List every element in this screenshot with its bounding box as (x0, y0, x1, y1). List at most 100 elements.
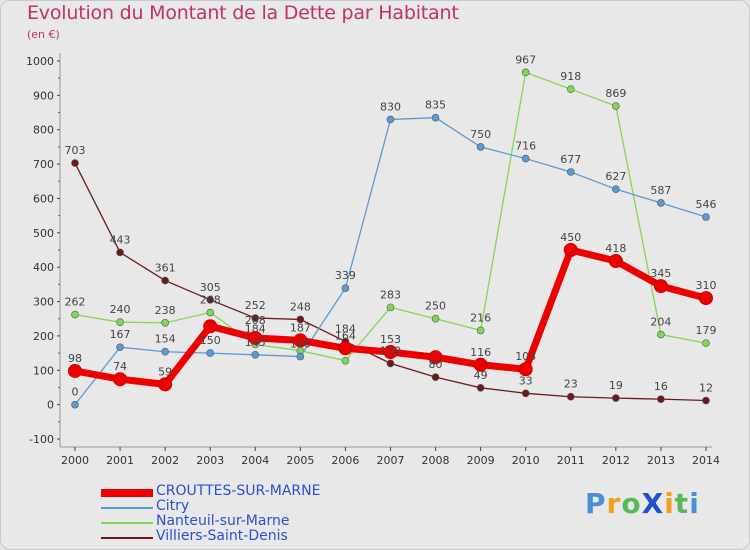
data-label-1: 587 (650, 184, 671, 197)
data-point-2 (431, 314, 440, 323)
y-tick-label: 900 (33, 89, 54, 102)
data-point-0 (698, 291, 713, 306)
data-label-3: 33 (519, 374, 533, 387)
y-tick-label: 300 (33, 296, 54, 309)
x-tick-label: 2006 (331, 454, 359, 467)
data-point-3 (657, 395, 665, 403)
data-point-1 (341, 284, 350, 292)
chart-title: Evolution du Montant de la Dette par Hab… (27, 2, 459, 24)
data-point-0 (203, 319, 218, 334)
data-label-2: 268 (200, 294, 221, 307)
data-point-0 (113, 372, 128, 387)
data-label-0: 59 (158, 365, 172, 378)
legend-label-series-0: CROUTTES-SUR-MARNE (156, 483, 321, 499)
y-tick-label: 800 (33, 124, 54, 137)
data-label-2: 250 (425, 300, 446, 313)
data-point-0 (518, 362, 533, 377)
data-label-1: 167 (110, 328, 131, 341)
data-point-1 (521, 154, 530, 163)
logo-letter: i (664, 487, 675, 520)
data-label-2: 283 (380, 288, 401, 301)
logo-letter: P (585, 487, 607, 520)
data-label-3: 80 (429, 358, 443, 371)
data-label-0: 153 (380, 333, 401, 346)
logo-letter: i (689, 487, 700, 520)
data-point-3 (251, 314, 260, 322)
x-tick-label: 2012 (602, 454, 630, 467)
x-tick-label: 2005 (286, 454, 314, 467)
data-point-0 (293, 333, 308, 348)
x-tick-label: 2013 (647, 454, 675, 467)
data-label-3: 305 (200, 281, 221, 294)
data-point-2 (566, 85, 575, 93)
data-label-1: 546 (695, 198, 716, 211)
data-label-0: 98 (68, 352, 82, 365)
proxiti-logo: ProXiti (585, 487, 700, 520)
data-point-3 (71, 159, 79, 167)
data-point-3 (296, 315, 305, 324)
legend-swatch-series-2 (101, 522, 153, 524)
y-tick-label: 200 (33, 330, 54, 343)
data-label-3: 703 (65, 144, 86, 157)
data-point-2 (702, 339, 710, 347)
data-label-3: 443 (110, 233, 131, 246)
data-point-2 (657, 330, 665, 339)
data-point-1 (296, 352, 305, 361)
series-line-2 (74, 71, 707, 362)
data-label-0: 345 (650, 267, 671, 280)
data-point-1 (251, 351, 260, 359)
y-tick-label: 400 (33, 261, 54, 274)
data-label-2: 179 (695, 324, 716, 337)
data-point-0 (563, 243, 578, 257)
data-label-1: 830 (380, 100, 401, 113)
data-label-0: 103 (515, 350, 536, 363)
legend-label-series-1: Citry (156, 498, 190, 514)
data-label-2: 262 (65, 296, 86, 309)
data-label-2: 238 (155, 304, 176, 317)
data-label-0: 164 (335, 329, 356, 342)
data-point-1 (431, 113, 440, 122)
data-label-1: 750 (470, 128, 491, 141)
data-point-2 (521, 68, 530, 77)
data-point-3 (566, 392, 575, 401)
data-label-2: 204 (650, 316, 671, 329)
data-label-1: 627 (605, 170, 626, 183)
logo-letter: t (674, 487, 690, 520)
data-label-1: 677 (560, 153, 581, 166)
y-tick-label: 1000 (26, 55, 54, 68)
data-label-0: 418 (605, 242, 626, 255)
data-label-3: 49 (474, 369, 488, 382)
y-tick-label: 0 (47, 399, 54, 412)
x-tick-label: 2002 (151, 454, 179, 467)
data-point-1 (161, 347, 169, 356)
data-point-3 (206, 296, 215, 304)
logo-letter: X (641, 487, 665, 520)
data-label-3: 248 (290, 300, 311, 313)
data-label-1: 154 (155, 333, 176, 346)
data-label-2: 216 (470, 311, 491, 324)
x-tick-label: 2014 (692, 454, 720, 467)
data-point-2 (612, 102, 620, 110)
data-label-2: 240 (110, 303, 131, 316)
y-tick-label: 500 (33, 227, 54, 240)
data-label-0: 450 (560, 231, 581, 244)
legend-label-series-2: Nanteuil-sur-Marne (156, 513, 290, 529)
legend-swatch-series-3 (101, 537, 153, 539)
data-label-0: 187 (290, 321, 311, 334)
x-tick-label: 2011 (557, 454, 585, 467)
data-point-0 (248, 330, 263, 345)
data-label-1: 0 (72, 386, 79, 399)
data-label-0: 208 (245, 314, 266, 327)
data-point-0 (608, 253, 623, 268)
data-point-0 (428, 350, 443, 365)
data-point-1 (386, 115, 395, 124)
legend-swatch-series-1 (101, 507, 153, 509)
data-label-3: 12 (699, 382, 713, 395)
x-tick-label: 2007 (376, 454, 404, 467)
data-point-3 (161, 276, 169, 285)
data-point-0 (68, 363, 82, 378)
data-point-1 (71, 400, 79, 409)
data-point-0 (383, 345, 398, 360)
